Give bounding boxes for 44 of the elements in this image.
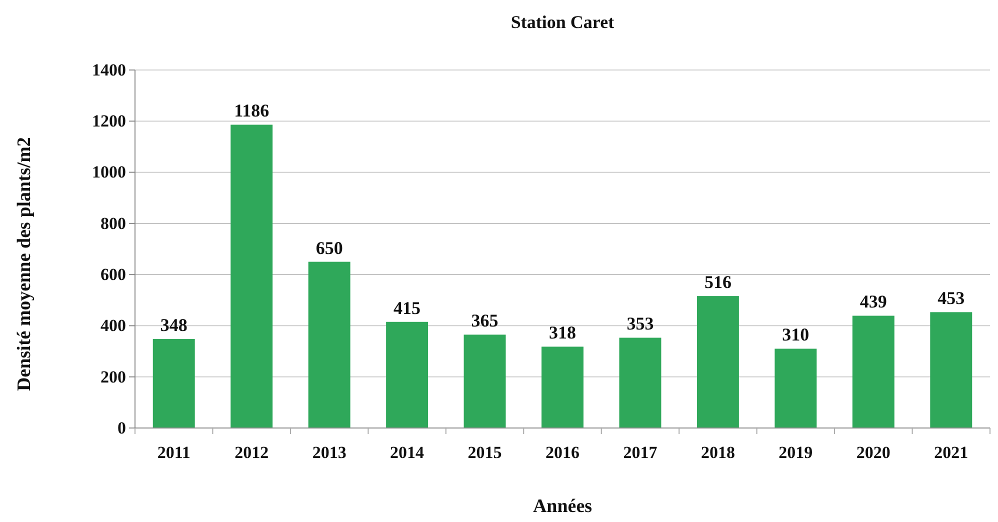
x-tick-label: 2015	[468, 443, 502, 462]
bar	[696, 296, 739, 428]
data-label: 318	[549, 322, 576, 343]
bar	[230, 124, 273, 428]
y-tick-label: 200	[100, 367, 126, 386]
data-label: 353	[626, 314, 654, 334]
x-tick-label: 2011	[157, 443, 190, 462]
bar	[152, 339, 195, 428]
bar	[852, 316, 894, 428]
data-label: 365	[471, 310, 498, 331]
bar	[930, 312, 972, 428]
bar	[386, 322, 428, 428]
data-label: 1186	[234, 100, 270, 121]
data-label: 516	[704, 272, 732, 292]
x-tick-label: 2020	[856, 443, 890, 462]
y-tick-label: 800	[100, 214, 126, 233]
x-tick-label: 2013	[312, 443, 346, 462]
x-tick-label: 2017	[623, 443, 658, 462]
bar	[619, 338, 662, 428]
x-tick-label: 2021	[934, 443, 968, 462]
data-label: 439	[860, 292, 887, 312]
x-tick-label: 2018	[700, 443, 735, 462]
chart-title: Station Caret	[510, 12, 614, 32]
y-tick-label: 1000	[92, 162, 126, 182]
bar	[308, 262, 350, 428]
bar	[542, 346, 584, 428]
data-label: 650	[316, 238, 343, 258]
x-tick-label: 2012	[234, 443, 269, 462]
y-axis-title: Densité moyenne des plants/m2	[14, 137, 35, 391]
y-tick-label: 1400	[92, 60, 126, 80]
y-tick-label: 600	[100, 265, 126, 284]
data-label: 415	[394, 298, 421, 318]
data-label: 453	[938, 288, 965, 308]
data-label: 310	[782, 324, 810, 345]
x-tick-label: 2016	[546, 443, 580, 462]
x-tick-label: 2014	[390, 443, 425, 462]
data-label: 348	[160, 315, 188, 336]
y-tick-label: 400	[100, 316, 126, 336]
x-axis-title: Années	[532, 496, 592, 517]
y-tick-label: 0	[118, 418, 126, 438]
bar	[464, 334, 506, 428]
bar	[774, 348, 817, 428]
y-tick-label: 1200	[92, 112, 126, 131]
x-tick-label: 2019	[778, 443, 813, 462]
